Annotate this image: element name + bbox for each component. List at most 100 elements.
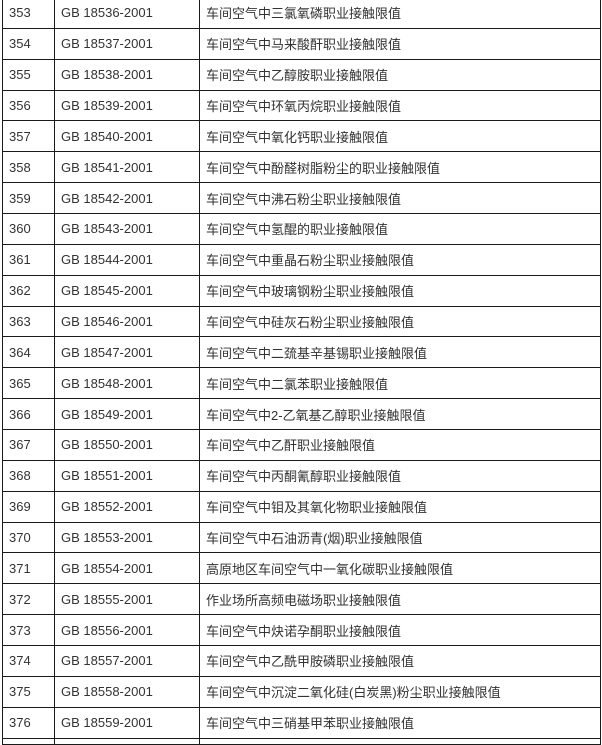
standard-name: 车间空气中氧化钙职业接触限值 (199, 120, 601, 153)
standard-name: 车间空气中沸石粉尘职业接触限值 (199, 182, 601, 215)
standard-name: 车间空气中三硝基甲苯职业接触限值 (199, 706, 601, 739)
standard-name: 车间空气中乙醇胺职业接触限值 (199, 58, 601, 91)
standard-code: GB 18558-2001 (54, 675, 200, 708)
row-number: 372 (2, 583, 55, 616)
standard-code: GB 18538-2001 (54, 58, 200, 91)
table-row: 365 GB 18548-2001 车间空气中二氯苯职业接触限值 (2, 367, 601, 400)
table-row: 369 GB 18552-2001 车间空气中钼及其氧化物职业接触限值 (2, 490, 601, 523)
standard-name: 车间空气中钼及其氧化物职业接触限值 (199, 490, 601, 523)
table-row: 371 GB 18554-2001 高原地区车间空气中一氧化碳职业接触限值 (2, 552, 601, 585)
standard-code: GB 18552-2001 (54, 490, 200, 523)
table-row: 373 GB 18556-2001 车间空气中炔诺孕酮职业接触限值 (2, 614, 601, 647)
row-number: 361 (2, 243, 55, 276)
table-row: 359 GB 18542-2001 车间空气中沸石粉尘职业接触限值 (2, 182, 601, 215)
row-number: 358 (2, 151, 55, 184)
table-row: 357 GB 18540-2001 车间空气中氧化钙职业接触限值 (2, 120, 601, 153)
row-number: 355 (2, 58, 55, 91)
table-row-partial (2, 737, 601, 745)
table-row: 360 GB 18543-2001 车间空气中氢醌的职业接触限值 (2, 213, 601, 245)
standard-name: 车间空气中三氯氧磷职业接触限值 (199, 0, 601, 29)
row-number: 373 (2, 614, 55, 647)
standard-code: GB 18554-2001 (54, 552, 200, 585)
standard-name: 车间空气中石油沥青(烟)职业接触限值 (199, 521, 601, 554)
row-number: 367 (2, 429, 55, 461)
standard-name: 车间空气中乙酰甲胺磷职业接触限值 (199, 645, 601, 677)
table-row: 363 GB 18546-2001 车间空气中硅灰石粉尘职业接触限值 (2, 305, 601, 338)
standard-code: GB 18537-2001 (54, 27, 200, 60)
row-number: 354 (2, 27, 55, 60)
standard-code: GB 18551-2001 (54, 459, 200, 492)
standard-code: GB 18545-2001 (54, 274, 200, 307)
standard-name: 车间空气中酚醛树脂粉尘的职业接触限值 (199, 151, 601, 184)
standard-code: GB 18540-2001 (54, 120, 200, 153)
table-row: 364 GB 18547-2001 车间空气中二巯基辛基锡职业接触限值 (2, 336, 601, 369)
row-number: 365 (2, 367, 55, 400)
standard-code: GB 18549-2001 (54, 398, 200, 431)
row-number: 363 (2, 305, 55, 338)
empty-cell (2, 737, 55, 745)
table-row: 361 GB 18544-2001 车间空气中重晶石粉尘职业接触限值 (2, 243, 601, 276)
standard-name: 车间空气中环氧丙烷职业接触限值 (199, 89, 601, 122)
table-row: 353 GB 18536-2001 车间空气中三氯氧磷职业接触限值 (2, 0, 601, 29)
row-number: 359 (2, 182, 55, 215)
standard-code: GB 18541-2001 (54, 151, 200, 184)
standard-code: GB 18557-2001 (54, 645, 200, 677)
standard-name: 高原地区车间空气中一氧化碳职业接触限值 (199, 552, 601, 585)
standard-code: GB 18553-2001 (54, 521, 200, 554)
row-number: 362 (2, 274, 55, 307)
standard-name: 车间空气中玻璃钢粉尘职业接触限值 (199, 274, 601, 307)
standard-name: 车间空气中氢醌的职业接触限值 (199, 213, 601, 245)
standard-code: GB 18555-2001 (54, 583, 200, 616)
row-number: 364 (2, 336, 55, 369)
row-number: 368 (2, 459, 55, 492)
standard-code: GB 18536-2001 (54, 0, 200, 29)
standard-name: 车间空气中沉淀二氧化硅(白炭黑)粉尘职业接触限值 (199, 675, 601, 708)
standard-code: GB 18547-2001 (54, 336, 200, 369)
table-row: 375 GB 18558-2001 车间空气中沉淀二氧化硅(白炭黑)粉尘职业接触限值 (2, 675, 601, 708)
table-row: 376 GB 18559-2001 车间空气中三硝基甲苯职业接触限值 (2, 706, 601, 739)
standard-name: 车间空气中丙酮氰醇职业接触限值 (199, 459, 601, 492)
empty-cell (54, 737, 200, 745)
standard-name: 车间空气中重晶石粉尘职业接触限值 (199, 243, 601, 276)
table-row: 356 GB 18539-2001 车间空气中环氧丙烷职业接触限值 (2, 89, 601, 122)
table-row: 370 GB 18553-2001 车间空气中石油沥青(烟)职业接触限值 (2, 521, 601, 554)
standard-code: GB 18550-2001 (54, 429, 200, 461)
table-row: 367 GB 18550-2001 车间空气中乙酐职业接触限值 (2, 429, 601, 461)
table-row: 355 GB 18538-2001 车间空气中乙醇胺职业接触限值 (2, 58, 601, 91)
row-number: 366 (2, 398, 55, 431)
standard-code: GB 18542-2001 (54, 182, 200, 215)
table-row: 368 GB 18551-2001 车间空气中丙酮氰醇职业接触限值 (2, 459, 601, 492)
standard-name: 车间空气中马来酸酐职业接触限值 (199, 27, 601, 60)
standard-code: GB 18559-2001 (54, 706, 200, 739)
row-number: 376 (2, 706, 55, 739)
row-number: 356 (2, 89, 55, 122)
table-row: 354 GB 18537-2001 车间空气中马来酸酐职业接触限值 (2, 27, 601, 60)
empty-cell (199, 737, 601, 745)
row-number: 370 (2, 521, 55, 554)
standard-name: 车间空气中乙酐职业接触限值 (199, 429, 601, 461)
table-row: 366 GB 18549-2001 车间空气中2-乙氧基乙醇职业接触限值 (2, 398, 601, 431)
row-number: 357 (2, 120, 55, 153)
standard-code: GB 18548-2001 (54, 367, 200, 400)
table-row: 358 GB 18541-2001 车间空气中酚醛树脂粉尘的职业接触限值 (2, 151, 601, 184)
standard-name: 作业场所高频电磁场职业接触限值 (199, 583, 601, 616)
row-number: 371 (2, 552, 55, 585)
standard-name: 车间空气中硅灰石粉尘职业接触限值 (199, 305, 601, 338)
row-number: 369 (2, 490, 55, 523)
standard-code: GB 18544-2001 (54, 243, 200, 276)
row-number: 374 (2, 645, 55, 677)
standard-name: 车间空气中二氯苯职业接触限值 (199, 367, 601, 400)
standard-name: 车间空气中炔诺孕酮职业接触限值 (199, 614, 601, 647)
standard-code: GB 18543-2001 (54, 213, 200, 245)
standard-code: GB 18539-2001 (54, 89, 200, 122)
row-number: 353 (2, 0, 55, 29)
table-row: 372 GB 18555-2001 作业场所高频电磁场职业接触限值 (2, 583, 601, 616)
standard-code: GB 18556-2001 (54, 614, 200, 647)
standard-code: GB 18546-2001 (54, 305, 200, 338)
row-number: 375 (2, 675, 55, 708)
table-row: 374 GB 18557-2001 车间空气中乙酰甲胺磷职业接触限值 (2, 645, 601, 677)
row-number: 360 (2, 213, 55, 245)
standard-name: 车间空气中二巯基辛基锡职业接触限值 (199, 336, 601, 369)
